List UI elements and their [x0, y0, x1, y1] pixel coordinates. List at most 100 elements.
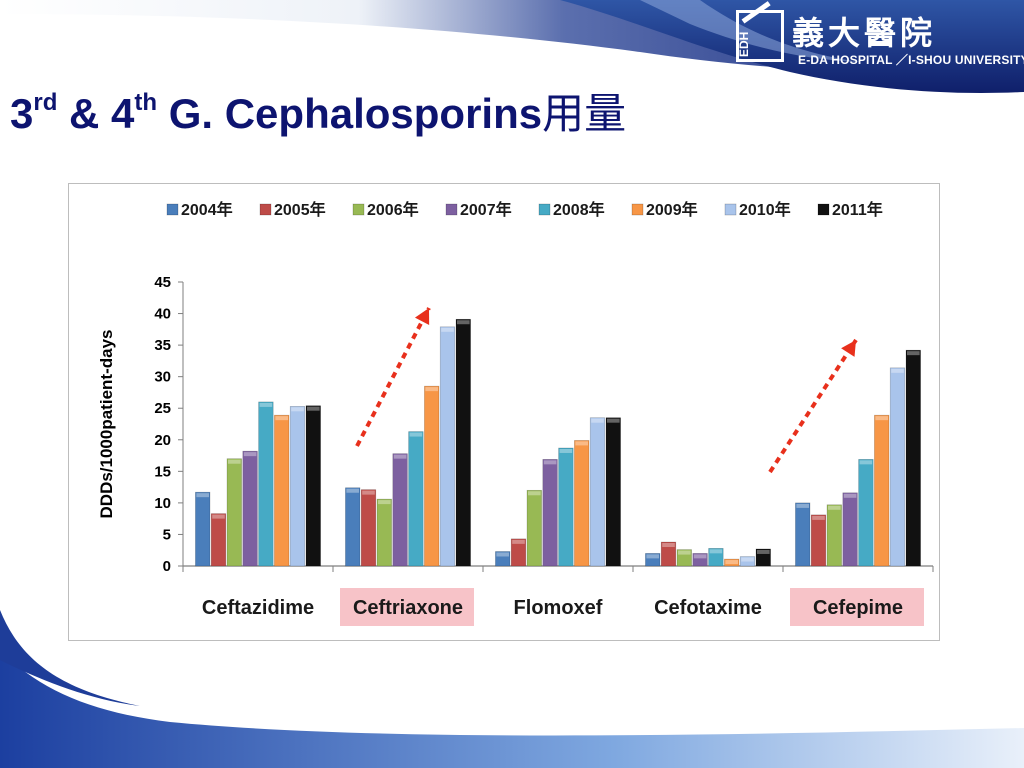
bar-flomoxef-2010年: [589, 417, 606, 567]
bar-cefotaxime-2005年: [660, 541, 677, 567]
bar-highlight: [559, 448, 573, 453]
title-cjk: 用量: [542, 89, 627, 138]
bar-ceftazidime-2009年: [274, 414, 290, 567]
bar-ceftriaxone-2008年: [408, 431, 424, 567]
bar-highlight: [907, 351, 920, 356]
bar-highlight: [512, 539, 525, 544]
category-label-cefepime: Cefepime: [813, 597, 903, 619]
bar-cefotaxime-2007年: [692, 553, 708, 567]
legend-label-2006年: 2006年: [367, 200, 419, 219]
title-sup-rd: rd: [33, 89, 58, 116]
trend-arrow-cefepime-head: [841, 340, 856, 357]
bar-ceftriaxone-2011年: [455, 318, 471, 567]
bar-highlight: [875, 416, 888, 421]
bar-highlight: [425, 387, 438, 392]
logo-mark-icon: EDH: [736, 10, 784, 62]
y-tick-label: 20: [154, 432, 171, 449]
bar-flomoxef-2006年: [526, 489, 542, 567]
category-label-ceftazidime: Ceftazidime: [202, 597, 314, 619]
highlight-box-ceftriaxone: [340, 588, 474, 626]
bar-highlight: [843, 493, 857, 498]
title-sup-th: th: [134, 89, 158, 116]
bar-highlight: [828, 505, 841, 510]
legend-swatch-2010年: [724, 203, 737, 216]
bar-ceftazidime-2011年: [305, 405, 321, 567]
bar-highlight: [591, 418, 604, 423]
y-tick-label: 45: [154, 274, 171, 291]
y-axis-label: DDDs/1000patient-days: [97, 330, 116, 519]
y-tick-label: 0: [163, 558, 171, 575]
legend-swatch-2006年: [352, 203, 365, 216]
chart-container: 0 5 10 15 20 25 30 35 40 45 DDDs/1000patient-days C…: [68, 183, 940, 641]
title-part-2: & 4: [57, 90, 135, 137]
legend-label-2008年: 2008年: [553, 200, 605, 219]
trend-arrow-ceftriaxone-head: [414, 308, 430, 325]
bar-highlight: [291, 407, 304, 412]
bar-ceftazidime-2006年: [226, 458, 242, 567]
bar-ceftazidime-2004年: [195, 491, 211, 567]
bar-cefotaxime-2011年: [755, 548, 771, 567]
legend-label-2007年: 2007年: [460, 200, 512, 219]
bar-ceftriaxone-2004年: [345, 487, 361, 567]
bar-highlight: [243, 452, 257, 457]
legend-swatch-2004年: [166, 203, 179, 216]
category-label-ceftriaxone: Ceftriaxone: [353, 597, 463, 619]
bar-ceftriaxone-2006年: [376, 498, 392, 567]
bar-highlight: [196, 493, 209, 498]
bar-highlight: [307, 406, 320, 411]
bar-cefepime-2005年: [810, 514, 827, 567]
bar-chart: 0 5 10 15 20 25 30 35 40 45 DDDs/1000patient-days C…: [97, 200, 934, 626]
bar-highlight: [528, 491, 541, 496]
bar-flomoxef-2009年: [574, 440, 590, 567]
bar-flomoxef-2005年: [510, 538, 527, 567]
bar-highlight: [575, 441, 588, 446]
bar-highlight: [441, 327, 454, 332]
category-label-cefotaxime: Cefotaxime: [654, 597, 762, 619]
bar-highlight: [678, 550, 691, 555]
logo-english-name: E-DA HOSPITAL ／I-SHOU UNIVERSITY: [798, 53, 1024, 67]
bar-highlight: [228, 459, 241, 464]
bar-highlight: [275, 416, 288, 421]
y-tick-label: 15: [154, 463, 171, 480]
bottom-swoosh-edge: [0, 610, 140, 706]
bar-highlight: [457, 320, 470, 325]
legend-label-2004年: 2004年: [181, 200, 233, 219]
y-tick-label: 30: [154, 369, 171, 386]
bar-highlight: [646, 554, 659, 559]
legend-label-2009年: 2009年: [646, 200, 698, 219]
legend-label-2011年: 2011年: [832, 200, 883, 219]
legend-swatch-2007年: [445, 203, 458, 216]
bar-cefotaxime-2010年: [739, 556, 756, 567]
y-tick-label: 10: [154, 495, 171, 512]
legend-label-2005年: 2005年: [274, 200, 326, 219]
bar-highlight: [212, 514, 225, 519]
bar-cefepime-2007年: [842, 492, 858, 567]
bar-highlight: [393, 454, 407, 459]
bar-highlight: [812, 515, 825, 520]
legend-label-2010年: 2010年: [739, 200, 791, 219]
bar-cefepime-2008年: [858, 459, 874, 567]
y-tick-label: 35: [154, 337, 171, 354]
logo-mark-text: EDH: [737, 31, 751, 57]
bar-cefotaxime-2008年: [708, 548, 724, 567]
bar-highlight: [725, 560, 738, 565]
bar-cefotaxime-2006年: [676, 549, 692, 567]
bar-highlight: [378, 500, 391, 505]
bottom-swoosh: [0, 650, 1024, 768]
bar-highlight: [891, 368, 904, 373]
bar-ceftriaxone-2010年: [439, 326, 456, 567]
trend-arrow-cefepime: [768, 338, 858, 474]
title-part-1: 3: [10, 90, 34, 137]
bar-ceftazidime-2010年: [289, 406, 306, 567]
y-tick-label: 5: [163, 526, 171, 543]
bar-flomoxef-2008年: [558, 447, 574, 567]
bar-ceftazidime-2005年: [210, 513, 227, 567]
bar-highlight: [259, 402, 273, 407]
bar-ceftriaxone-2009年: [424, 385, 440, 567]
bar-highlight: [409, 432, 423, 437]
bar-highlight: [796, 503, 809, 508]
bar-cefepime-2011年: [905, 349, 921, 567]
y-tick-label: 40: [154, 306, 171, 323]
bar-flomoxef-2011年: [605, 417, 621, 567]
slide-title: 3rd & 4th G. Cephalosporins用量: [10, 80, 626, 141]
